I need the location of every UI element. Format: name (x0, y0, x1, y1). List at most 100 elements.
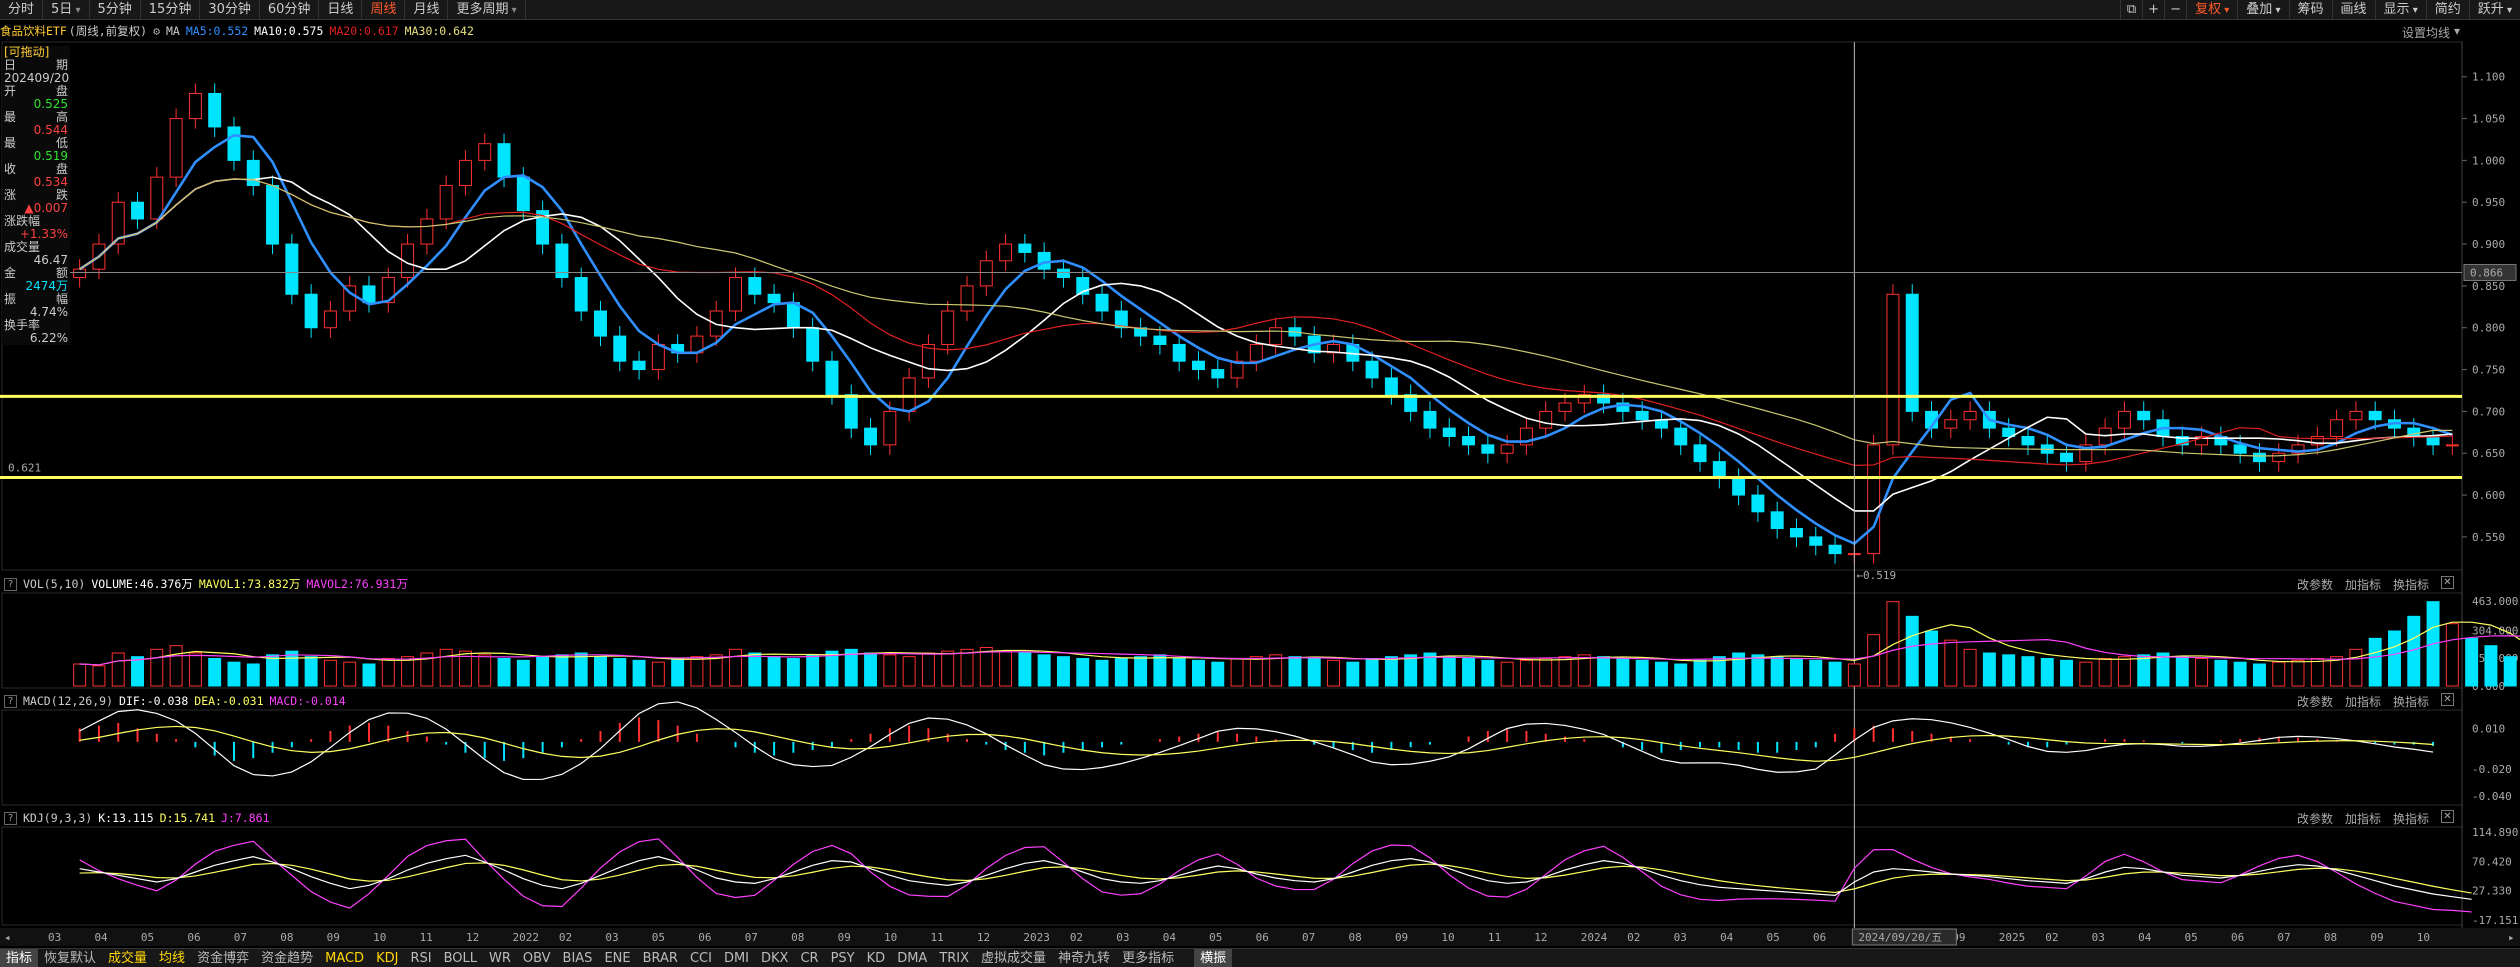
plus-icon[interactable]: + (2142, 0, 2164, 20)
ma-settings[interactable]: 设置均线 ▾ (2390, 24, 2460, 41)
price-tick-label: 0.900 (2472, 238, 2505, 251)
add-indicator-button[interactable]: 加指标 (2344, 812, 2381, 826)
indicator-tab-4[interactable]: MACD (325, 950, 365, 966)
ma-settings-label[interactable]: 设置均线 (2401, 26, 2450, 40)
candle-body (401, 243, 415, 279)
period-tab-8[interactable]: 月线 (405, 0, 449, 20)
indicator-tab-6[interactable]: RSI (410, 950, 432, 966)
indicator-tab-7[interactable]: BOLL (443, 950, 477, 966)
tool-button-0[interactable]: 复权 ▾ (2186, 0, 2237, 20)
drag-handle[interactable]: [可拖动] (4, 45, 50, 59)
indicator-tab-21[interactable]: 虚拟成交量 (981, 950, 1047, 966)
info-row: ▲0.007 (2, 202, 70, 215)
indicator-tab-23[interactable]: 更多指标 (1122, 950, 1175, 966)
candle-body (555, 243, 569, 279)
tool-button-1[interactable]: 叠加 ▾ (2237, 0, 2288, 20)
volume-bar (478, 654, 492, 687)
indicator-tab-5[interactable]: KDJ (376, 950, 399, 966)
close-icon[interactable]: ✕ (2441, 576, 2454, 589)
info-key: 金 (4, 266, 17, 280)
indicator-tab-0[interactable]: 成交量 (108, 950, 148, 966)
indicator-tab-15[interactable]: DKX (761, 950, 789, 966)
help-icon[interactable]: ? (4, 694, 17, 708)
period-tab-2[interactable]: 5分钟 (90, 0, 141, 20)
edit-params-button[interactable]: 改参数 (2296, 578, 2333, 592)
info-row: 最低 (2, 137, 70, 150)
indicator-tab-9[interactable]: OBV (522, 950, 551, 966)
tool-button-2[interactable]: 筹码 (2288, 0, 2332, 20)
indicator-tab-10[interactable]: BIAS (562, 950, 593, 966)
indicator-tab-17[interactable]: PSY (830, 950, 855, 966)
tool-button-5[interactable]: 简约 (2425, 0, 2469, 20)
period-tab-0[interactable]: 分时 (0, 0, 44, 20)
time-tick-label: 10 (2417, 931, 2430, 944)
ma-settings-icon[interactable]: ⚙ (153, 24, 160, 38)
tool-button-3[interactable]: 画线 (2331, 0, 2375, 20)
indicator-tab-13[interactable]: CCI (689, 950, 712, 966)
indicator-tab-8[interactable]: WR (488, 950, 511, 966)
volume-bar (1577, 654, 1591, 687)
bottom-right-toggle[interactable]: 横振 (1194, 948, 1233, 967)
candle-body (323, 310, 337, 329)
info-key: 换手率 (4, 318, 41, 332)
volume-bar (1153, 654, 1167, 687)
period-tab-3[interactable]: 15分钟 (141, 0, 201, 20)
period-tab-7[interactable]: 周线 (362, 0, 406, 20)
tool-button-4[interactable]: 显示 ▾ (2374, 0, 2426, 20)
indicator-tab-22[interactable]: 神奇九转 (1058, 950, 1111, 966)
candle-body (285, 243, 299, 295)
period-tab-6[interactable]: 日线 (319, 0, 363, 20)
indicator-tab-18[interactable]: KD (866, 950, 886, 966)
indicator-tab-19[interactable]: DMA (897, 950, 928, 966)
period-tab-1[interactable]: 5日 (43, 0, 90, 20)
close-icon[interactable]: ✕ (2441, 810, 2454, 823)
volume-bar (2156, 652, 2170, 687)
candle-body (266, 185, 280, 245)
help-icon[interactable]: ? (4, 811, 17, 825)
info-box[interactable]: [可拖动] 日期 2024 09/20 开盘 0.525 最高 0.544 最低 0.519 收盘 0… (2, 46, 70, 345)
volume-bar (1790, 658, 1803, 687)
indicator-tab-14[interactable]: DMI (723, 950, 750, 966)
time-tick-label: 06 (2231, 931, 2244, 944)
bottom-left-0[interactable]: 指标 (0, 948, 39, 967)
add-indicator-button[interactable]: 加指标 (2344, 695, 2381, 709)
swap-indicator-button[interactable]: 换指标 (2392, 578, 2429, 592)
bottom-left-1[interactable]: 恢复默认 (44, 950, 97, 966)
edit-params-button[interactable]: 改参数 (2296, 812, 2333, 826)
swap-indicator-button[interactable]: 换指标 (2392, 695, 2429, 709)
edit-params-button[interactable]: 改参数 (2296, 695, 2333, 709)
info-row: 4.74% (2, 306, 70, 319)
indicator-tab-1[interactable]: 均线 (159, 950, 186, 966)
vol-header: ? VOL(5,10) VOLUME:46.376万 MAVOL1:73.832… (0, 575, 414, 593)
time-tick-label: 12 (977, 931, 990, 944)
candle-body (1462, 436, 1476, 446)
indicator-tab-16[interactable]: CR (800, 950, 819, 966)
candle-body (73, 268, 87, 279)
swap-indicator-button[interactable]: 换指标 (2392, 812, 2429, 826)
tool-button-6[interactable]: 跃升 ▾ (2468, 0, 2520, 20)
period-tab-4[interactable]: 30分钟 (200, 0, 260, 20)
help-icon[interactable]: ? (4, 577, 17, 591)
info-value: 6.22% (29, 331, 68, 345)
info-key: 最 (4, 110, 17, 124)
period-tab-9[interactable]: 更多周期 (448, 0, 526, 20)
indicator-tab-20[interactable]: TRIX (939, 950, 970, 966)
minus-icon[interactable]: − (2164, 0, 2186, 20)
close-icon[interactable]: ✕ (2441, 693, 2454, 706)
window-icon[interactable]: ⧉ (2120, 0, 2142, 20)
kdj-tick-label: -17.151 (2472, 914, 2518, 927)
info-value: 盘 (55, 84, 68, 98)
macd-dea: DEA:-0.031 (194, 694, 264, 708)
security-title[interactable]: 食品饮料ETF (0, 24, 67, 38)
indicator-tab-12[interactable]: BRAR (642, 950, 678, 966)
period-tab-5[interactable]: 60分钟 (260, 0, 320, 20)
period-toolbar: 分时5日5分钟15分钟30分钟60分钟日线周线月线更多周期 ⧉+−复权 ▾叠加 ▾… (0, 0, 2520, 20)
candle-body (1712, 461, 1726, 479)
candle-body (2272, 452, 2286, 463)
indicator-tab-3[interactable]: 资金趋势 (261, 950, 314, 966)
candle-body (2060, 452, 2074, 463)
add-indicator-button[interactable]: 加指标 (2344, 578, 2381, 592)
indicator-tab-11[interactable]: ENE (604, 950, 631, 966)
indicator-tab-2[interactable]: 资金博弈 (197, 950, 250, 966)
